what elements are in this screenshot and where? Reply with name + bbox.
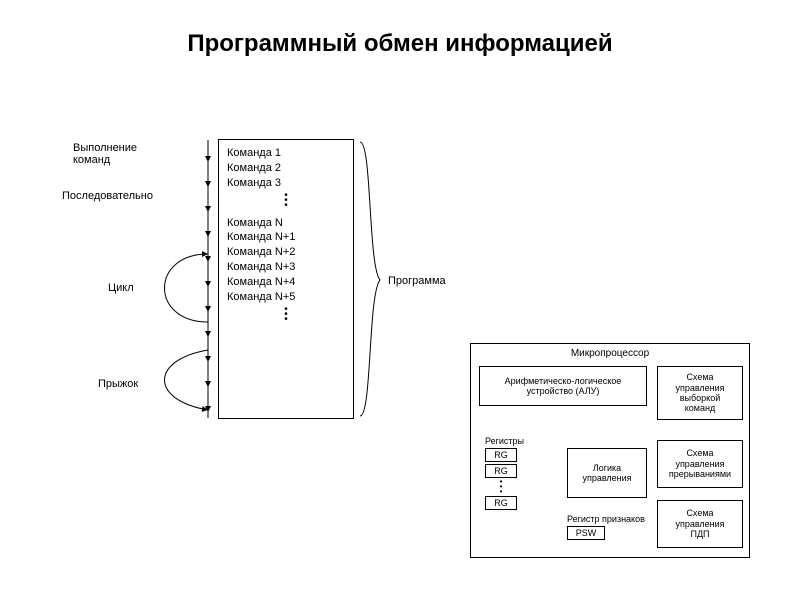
block-intr: Схема управления прерываниями — [657, 440, 743, 488]
registers-label: Регистры — [485, 436, 524, 446]
psw-box: PSW — [567, 526, 605, 540]
block-fetch: Схема управления выборкой команд — [657, 366, 743, 420]
block-logic: Логика управления — [567, 448, 647, 498]
register-box: RG — [485, 464, 517, 478]
block-alu: Арифметическо-логическое устройство (АЛУ… — [479, 366, 647, 406]
vdots-icon: ••• — [485, 480, 517, 494]
microprocessor-block: Микропроцессор Арифметическо-логическое … — [470, 343, 750, 558]
psw-label: Регистр признаков — [567, 514, 645, 524]
register-box: RG — [485, 448, 517, 462]
register-box: RG — [485, 496, 517, 510]
micro-title: Микропроцессор — [471, 344, 749, 361]
block-pdp: Схема управления ПДП — [657, 500, 743, 548]
